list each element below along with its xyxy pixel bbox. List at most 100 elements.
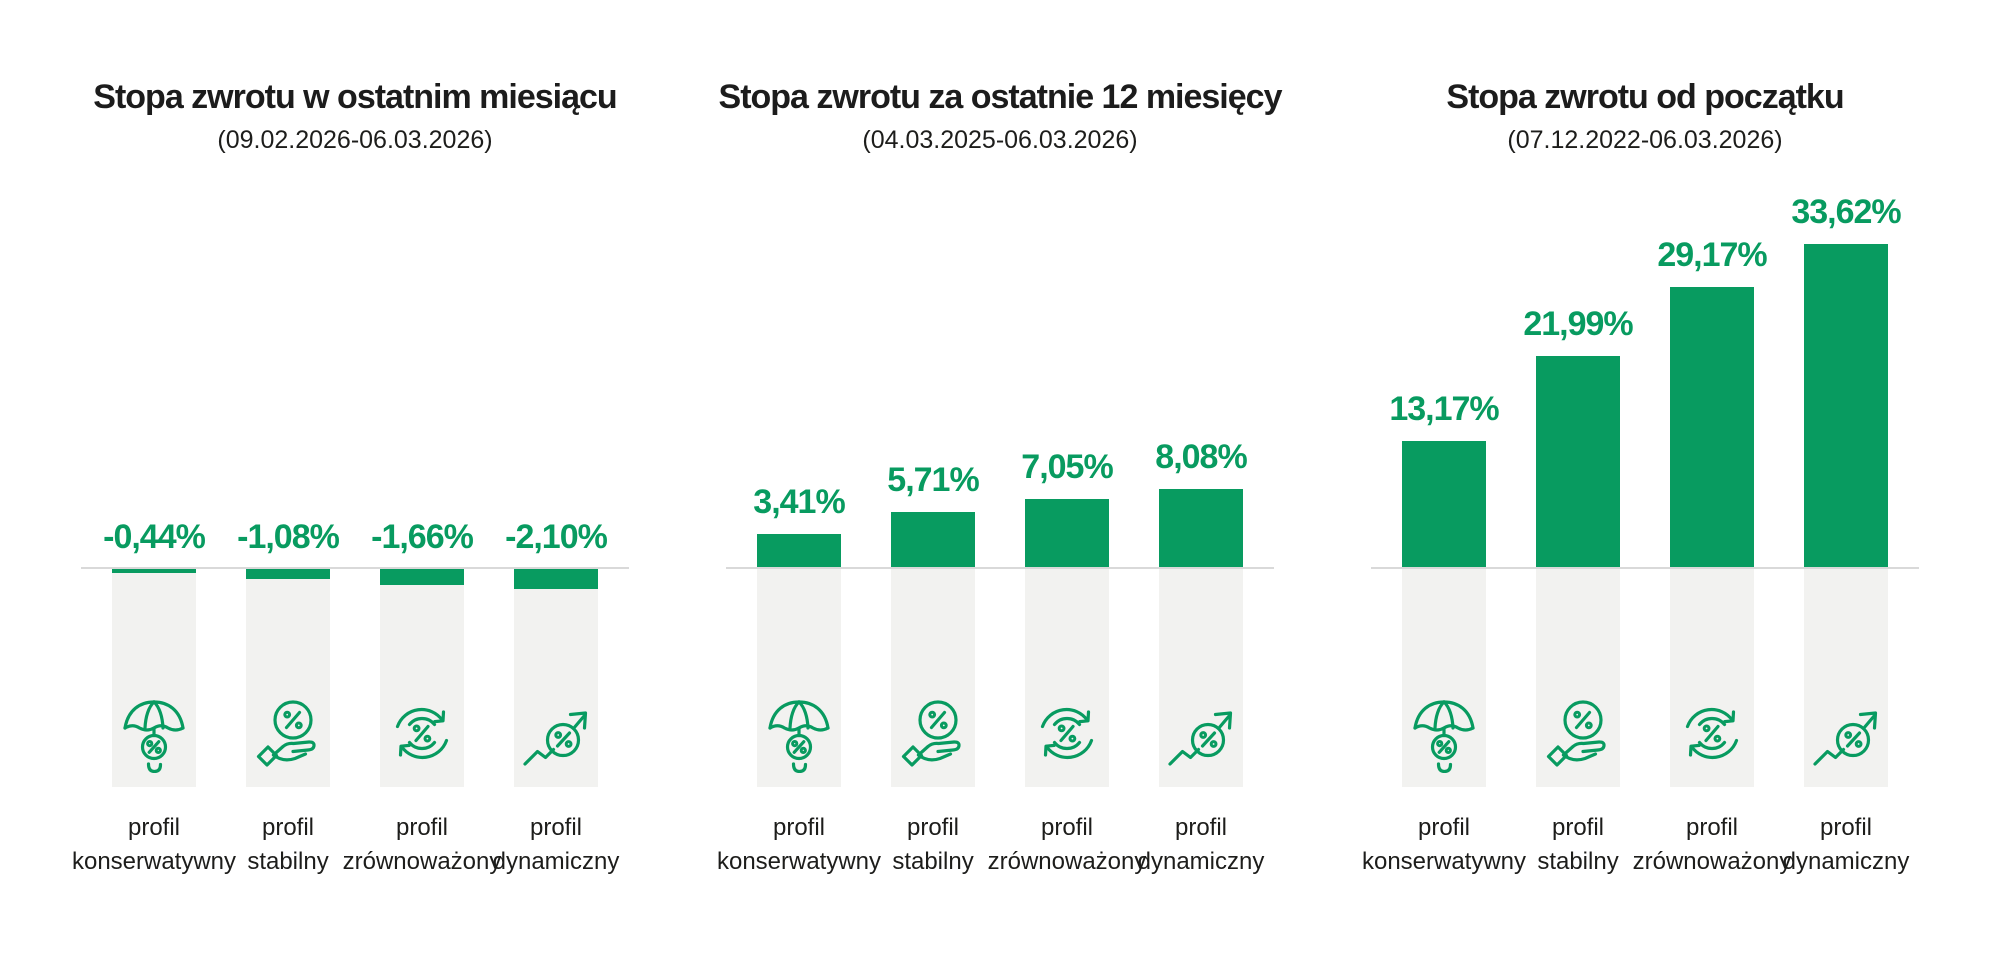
category-label: profil stabilny bbox=[163, 811, 413, 878]
hand-percent-icon bbox=[901, 700, 961, 767]
bar-value-label: -1,08% bbox=[237, 518, 340, 557]
bar-slot: 29,17% bbox=[1657, 155, 1768, 568]
bar-value-label: -1,66% bbox=[371, 518, 474, 557]
bar-value-label: 29,17% bbox=[1657, 236, 1767, 275]
category-label: profil dynamiczny bbox=[1076, 811, 1326, 878]
plot-area: 3,41% 5,71% 7,05% 8,08% bbox=[700, 155, 1300, 568]
plot-area: 13,17% 21,99% 29,17% 33,62% bbox=[1345, 155, 1945, 568]
below-axis-row bbox=[700, 569, 1300, 788]
cycle-percent-icon bbox=[1040, 708, 1094, 760]
bar-slot: -1,66% bbox=[371, 155, 474, 567]
bar-value-label: 3,41% bbox=[753, 483, 845, 522]
profile-column bbox=[891, 569, 975, 788]
cycle-percent-icon bbox=[395, 708, 449, 760]
bar-positive bbox=[891, 512, 975, 568]
profile-column bbox=[514, 569, 598, 788]
category-label-line: stabilny bbox=[1537, 847, 1619, 875]
profile-column bbox=[246, 569, 330, 788]
bar-negative bbox=[380, 569, 464, 586]
category-label-line: profil bbox=[1819, 814, 1873, 842]
bar-slot: 5,71% bbox=[887, 155, 980, 568]
profile-column bbox=[1025, 569, 1109, 788]
category-label: profil konserwatywny bbox=[29, 811, 279, 878]
category-label-slot: profil konserwatywny bbox=[1362, 811, 1526, 877]
category-label-line: profil bbox=[395, 814, 449, 842]
category-label-line: stabilny bbox=[892, 847, 974, 875]
chart-title: Stopa zwrotu za ostatnie 12 miesięcy bbox=[718, 78, 1283, 116]
category-label-slot: profil dynamiczny bbox=[1138, 811, 1265, 877]
bar-negative bbox=[246, 569, 330, 580]
category-label-slot: profil dynamiczny bbox=[1783, 811, 1910, 877]
category-label: profil stabilny bbox=[808, 811, 1058, 878]
bar-slot: -2,10% bbox=[505, 155, 608, 567]
profile-column bbox=[1402, 569, 1486, 788]
category-label-line: profil bbox=[1174, 814, 1228, 842]
category-label-line: profil bbox=[906, 814, 960, 842]
plot-area: -0,44% -1,08% -1,66% -2,10% bbox=[55, 155, 655, 567]
baseline-axis bbox=[1371, 567, 1919, 570]
umbrella-percent-icon bbox=[123, 700, 185, 774]
bar-positive bbox=[1536, 356, 1620, 568]
bar-value-label: -2,10% bbox=[505, 518, 608, 557]
bar-value-label: -0,44% bbox=[103, 518, 206, 557]
bar-slot: 13,17% bbox=[1389, 155, 1500, 568]
chart-subtitle: (04.03.2025-06.03.2026) bbox=[862, 126, 1138, 155]
bar-slot: 7,05% bbox=[1021, 155, 1114, 568]
hand-percent-icon bbox=[256, 700, 316, 767]
profile-column bbox=[1670, 569, 1754, 788]
category-label-line: profil bbox=[772, 814, 826, 842]
category-label-slot: profil dynamiczny bbox=[493, 811, 620, 877]
category-label: profil dynamiczny bbox=[1721, 811, 1971, 878]
category-label-line: profil bbox=[1685, 814, 1739, 842]
category-label-slot: profil zrównoważony bbox=[343, 811, 502, 877]
chart-last-12-months: Stopa zwrotu za ostatnie 12 miesięcy (04… bbox=[700, 78, 1300, 877]
chart-subtitle: (09.02.2026-06.03.2026) bbox=[217, 126, 493, 155]
chart-subtitle: (07.12.2022-06.03.2026) bbox=[1507, 126, 1783, 155]
bar-value-label: 7,05% bbox=[1021, 448, 1113, 487]
growth-percent-icon bbox=[523, 711, 588, 766]
umbrella-percent-icon bbox=[1413, 700, 1475, 774]
bar-slot: -0,44% bbox=[103, 155, 206, 567]
category-label-line: dynamiczny bbox=[1782, 847, 1910, 875]
chart-last-month: Stopa zwrotu w ostatnim miesiącu (09.02.… bbox=[55, 78, 655, 877]
category-label-line: zrównoważony bbox=[1632, 847, 1792, 875]
profile-column bbox=[112, 569, 196, 788]
baseline-axis bbox=[81, 567, 629, 570]
category-label: profil stabilny bbox=[1453, 811, 1703, 878]
baseline-axis bbox=[726, 567, 1274, 570]
chart-title: Stopa zwrotu w ostatnim miesiącu bbox=[93, 78, 617, 116]
category-labels-row: profil konserwatywny profil stabilny profil z… bbox=[1345, 811, 1945, 877]
bar-value-label: 5,71% bbox=[887, 461, 979, 500]
category-label-slot: profil zrównoważony bbox=[1633, 811, 1792, 877]
bar-positive bbox=[1402, 441, 1486, 568]
category-label-slot: profil konserwatywny bbox=[717, 811, 881, 877]
category-label-slot: profil stabilny bbox=[1536, 811, 1620, 877]
category-label-line: konserwatywny bbox=[1361, 847, 1527, 875]
category-label-line: zrównoważony bbox=[342, 847, 502, 875]
category-label-line: profil bbox=[127, 814, 181, 842]
category-label-line: konserwatywny bbox=[716, 847, 882, 875]
bar-value-label: 8,08% bbox=[1155, 438, 1247, 477]
below-axis-row bbox=[1345, 569, 1945, 788]
bar-positive bbox=[757, 534, 841, 568]
bar-positive bbox=[1804, 244, 1888, 568]
category-label-line: dynamiczny bbox=[492, 847, 620, 875]
bar-positive bbox=[1159, 489, 1243, 568]
profile-column bbox=[1804, 569, 1888, 788]
bar-positive bbox=[1025, 499, 1109, 568]
category-label-line: stabilny bbox=[247, 847, 329, 875]
profile-column bbox=[380, 569, 464, 788]
category-label: profil dynamiczny bbox=[431, 811, 681, 878]
category-label-line: profil bbox=[1040, 814, 1094, 842]
bar-slot: 21,99% bbox=[1523, 155, 1634, 568]
category-label: profil konserwatywny bbox=[1319, 811, 1569, 878]
category-label-line: profil bbox=[529, 814, 583, 842]
charts-row: Stopa zwrotu w ostatnim miesiącu (09.02.… bbox=[55, 78, 1945, 877]
bar-positive bbox=[1670, 287, 1754, 568]
category-label-slot: profil konserwatywny bbox=[72, 811, 236, 877]
umbrella-percent-icon bbox=[768, 700, 830, 774]
hand-percent-icon bbox=[1546, 700, 1606, 767]
chart-since-inception: Stopa zwrotu od początku (07.12.2022-06.… bbox=[1345, 78, 1945, 877]
bar-slot: 33,62% bbox=[1791, 155, 1902, 568]
